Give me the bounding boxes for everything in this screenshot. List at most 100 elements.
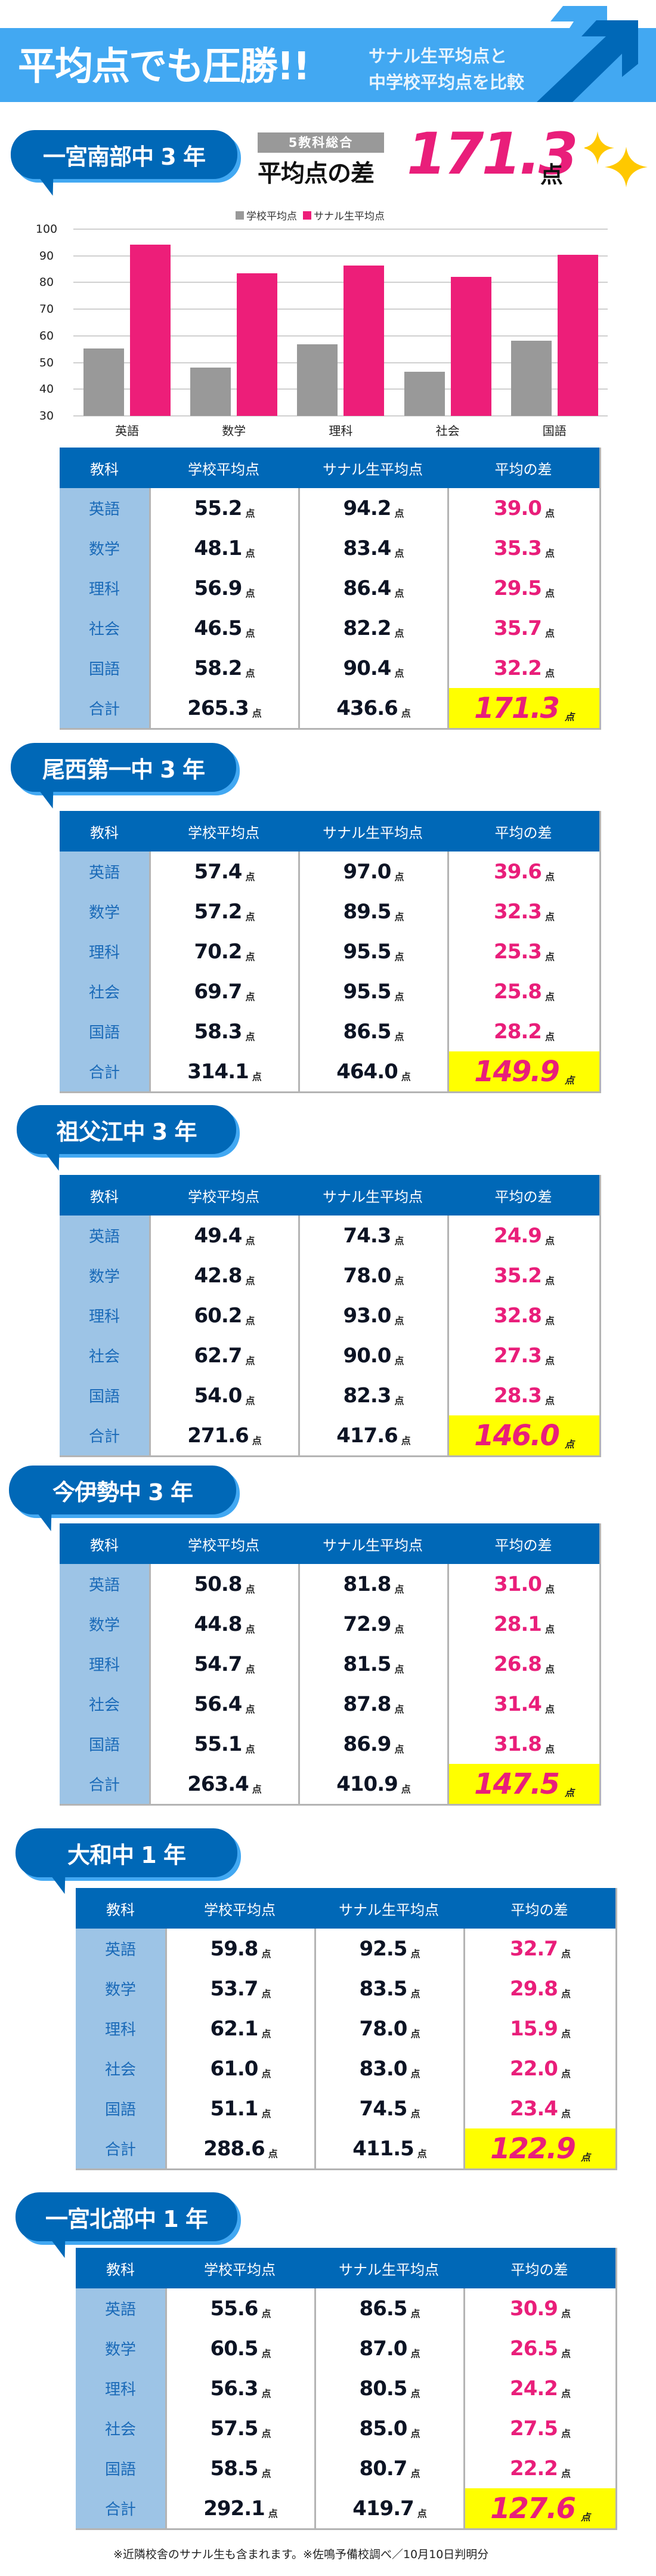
school-name: 一宮北部中 1 年 (45, 2205, 208, 2232)
sanaru-average-cell: 92.5 点 (314, 1929, 463, 1969)
table-row: 国語 58.2 点 90.4 点 32.2 点 (60, 648, 599, 688)
y-tick-label: 80 (39, 276, 54, 289)
column-header: 教科 (90, 824, 119, 841)
school-average-cell: 58.5 点 (165, 2448, 314, 2488)
column-header: 教科 (90, 1537, 119, 1554)
gridline (73, 308, 608, 310)
subject-cell: 英語 (60, 852, 149, 891)
total-row: 合計 288.6 点 411.5 点 122.9 点 (76, 2128, 615, 2168)
subject-cell: 英語 (60, 488, 149, 528)
column-header: 学校平均点 (204, 2261, 276, 2278)
table-row: 数学 53.7 点 83.5 点 29.8 点 (76, 1969, 615, 2009)
column-header: サナル生平均点 (339, 1901, 439, 1918)
table-row: 社会 56.4 点 87.8 点 31.4 点 (60, 1684, 599, 1724)
school-bubble-6: 一宮北部中 1 年 (16, 2192, 241, 2258)
table-row: 数学 48.1 点 83.4 点 35.3 点 (60, 528, 599, 568)
subject-cell: 英語 (76, 1929, 165, 1969)
sanaru-average-cell: 419.7 点 (314, 2488, 463, 2528)
difference-cell: 27.3 点 (447, 1335, 599, 1375)
total-difference-cell: 149.9 点 (447, 1051, 599, 1091)
column-header: 平均の差 (494, 824, 552, 841)
y-tick-label: 50 (39, 356, 54, 369)
score-table: 教科 学校平均点 サナル生平均点 平均の差 英語 50.8 点 81.8 点 31.0 点数学 44.… (60, 1523, 601, 1806)
subject-cell: 国語 (60, 1375, 149, 1415)
score-table: 教科 学校平均点 サナル生平均点 平均の差 英語 55.6 点 86.5 点 30.9 点数学 60.… (76, 2248, 617, 2530)
column-header: 平均の差 (510, 1901, 568, 1918)
table-header: 教科 学校平均点 サナル生平均点 平均の差 (60, 1523, 599, 1564)
subject-cell: 合計 (76, 2128, 165, 2168)
school-bubble-4: 今伊勢中 3 年 (9, 1466, 240, 1531)
difference-cell: 26.8 点 (447, 1644, 599, 1684)
total-row: 合計 314.1 点 464.0 点 149.9 点 (60, 1051, 599, 1091)
y-tick-label: 70 (39, 303, 54, 316)
table-row: 数学 57.2 点 89.5 点 32.3 点 (60, 891, 599, 931)
difference-cell: 35.2 点 (447, 1255, 599, 1295)
school-name: 大和中 1 年 (67, 1841, 186, 1868)
table-row: 英語 49.4 点 74.3 点 24.9 点 (60, 1215, 599, 1255)
sanaru-average-cell: 81.5 点 (298, 1644, 447, 1684)
school-average-cell: 58.2 点 (149, 648, 298, 688)
table-row: 国語 51.1 点 74.5 点 23.4 点 (76, 2088, 615, 2128)
column-header: 平均の差 (510, 2261, 568, 2278)
subject-cell: 数学 (76, 1969, 165, 2009)
difference-cell: 31.8 点 (447, 1724, 599, 1764)
subject-cell: 英語 (60, 1564, 149, 1604)
subject-cell: 社会 (60, 1335, 149, 1375)
school-average-cell: 271.6 点 (149, 1415, 298, 1455)
table-row: 数学 44.8 点 72.9 点 28.1 点 (60, 1604, 599, 1644)
difference-cell: 15.9 点 (463, 2009, 615, 2049)
banner-title: 平均点でも圧勝!! (18, 45, 310, 89)
school-average-cell: 55.6 点 (165, 2288, 314, 2328)
sanaru-average-cell: 417.6 点 (298, 1415, 447, 1455)
school-name: 一宮南部中 3 年 (43, 143, 206, 170)
subject-cell: 数学 (76, 2328, 165, 2368)
sanaru-average-cell: 436.6 点 (298, 688, 447, 728)
difference-cell: 29.5 点 (447, 568, 599, 608)
school-average-cell: 55.2 点 (149, 488, 298, 528)
sanaru-average-cell: 94.2 点 (298, 488, 447, 528)
difference-cell: 27.5 点 (463, 2408, 615, 2448)
school-average-cell: 57.4 点 (149, 852, 298, 891)
gridline (73, 229, 608, 230)
sanaru-average-cell: 83.5 点 (314, 1969, 463, 2009)
subject-cell: 社会 (76, 2408, 165, 2448)
column-header: サナル生平均点 (323, 1537, 423, 1554)
difference-cell: 30.9 点 (463, 2288, 615, 2328)
column-header: 学校平均点 (204, 1901, 276, 1918)
subject-cell: 理科 (76, 2368, 165, 2408)
subject-cell: 国語 (60, 1011, 149, 1051)
school-average-cell: 42.8 点 (149, 1255, 298, 1295)
table-row: 社会 46.5 点 82.2 点 35.7 点 (60, 608, 599, 648)
column-header: サナル生平均点 (323, 1188, 423, 1205)
sanaru-average-cell: 95.5 点 (298, 931, 447, 971)
x-tick-label: 理科 (329, 424, 353, 438)
column-header: 教科 (90, 461, 119, 478)
total-row: 合計 271.6 点 417.6 点 146.0 点 (60, 1415, 599, 1455)
school-average-cell: 58.3 点 (149, 1011, 298, 1051)
sanaru-average-cell: 72.9 点 (298, 1604, 447, 1644)
banner-subtitle: サナル生平均点と 中学校平均点を比較 (369, 43, 524, 95)
arrow-up-right-icon (537, 6, 638, 102)
difference-cell: 26.5 点 (463, 2328, 615, 2368)
sanaru-average-cell: 86.5 点 (314, 2288, 463, 2328)
bar-sanaru (237, 273, 278, 416)
legend-item-school: 学校平均点 (236, 208, 297, 223)
school-name: 祖父江中 3 年 (56, 1118, 197, 1145)
table-row: 英語 50.8 点 81.8 点 31.0 点 (60, 1564, 599, 1604)
difference-cell: 32.3 点 (447, 891, 599, 931)
subject-cell: 国語 (76, 2088, 165, 2128)
sanaru-average-cell: 78.0 点 (298, 1255, 447, 1295)
gridline (73, 415, 608, 417)
sanaru-average-cell: 86.5 点 (298, 1011, 447, 1051)
table-header: 教科 学校平均点 サナル生平均点 平均の差 (76, 1888, 615, 1929)
subject-cell: 理科 (60, 568, 149, 608)
subject-cell: 合計 (60, 1051, 149, 1091)
difference-cell: 22.2 点 (463, 2448, 615, 2488)
total-difference-cell: 147.5 点 (447, 1764, 599, 1804)
sanaru-average-cell: 80.5 点 (314, 2368, 463, 2408)
school-average-cell: 61.0 点 (165, 2049, 314, 2088)
column-header: 平均の差 (494, 461, 552, 478)
school-average-cell: 54.7 点 (149, 1644, 298, 1684)
sanaru-average-cell: 81.8 点 (298, 1564, 447, 1604)
table-row: 社会 61.0 点 83.0 点 22.0 点 (76, 2049, 615, 2088)
